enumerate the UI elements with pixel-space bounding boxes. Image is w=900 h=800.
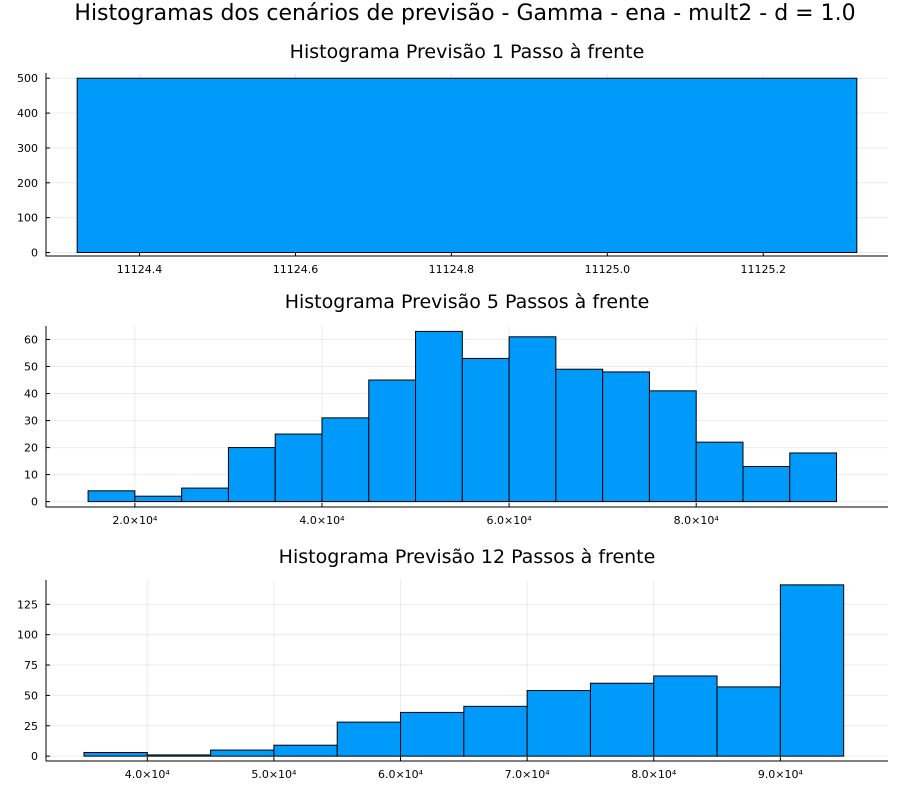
x-tick-labels: 2.0×10⁴ 4.0×10⁴ 6.0×10⁴ 8.0×10⁴ [112, 503, 719, 527]
y-tick-label: 60 [24, 334, 38, 347]
figure-title: Histogramas dos cenários de previsão - G… [74, 1, 856, 26]
y-tick-label: 25 [24, 720, 38, 733]
histogram-bar [463, 705, 528, 757]
panel-forecast-5-steps: Histograma Previsão 5 Passos à frente 2.0… [24, 291, 888, 527]
histogram-bar [742, 465, 791, 503]
histogram-bars [87, 330, 838, 503]
y-tick-label: 125 [17, 598, 38, 611]
histogram-bar [368, 379, 417, 503]
panel-title: Histograma Previsão 1 Passo à frente [290, 41, 645, 63]
histogram-bar [336, 721, 402, 757]
y-tick-label: 0 [31, 247, 38, 260]
histogram-bar [779, 584, 845, 757]
y-tick-label: 200 [17, 177, 38, 190]
x-tick-label: 11125.2 [741, 263, 787, 276]
y-tick-label: 50 [24, 689, 38, 702]
y-tick-labels: 0 10 20 30 40 50 60 [24, 334, 50, 509]
histogram-bar [653, 675, 718, 757]
x-tick-labels: 11124.4 11124.6 11124.8 11125.0 11125.2 [117, 252, 786, 276]
x-tick-label: 9.0×10⁴ [758, 768, 804, 781]
histogram-bar [134, 495, 183, 503]
histogram-bar [415, 330, 463, 503]
panel-forecast-12-steps: Histograma Previsão 12 Passos à frente 4.… [17, 546, 888, 781]
y-tick-label: 500 [17, 72, 38, 85]
x-tick-label: 11125.0 [585, 263, 631, 276]
histogram-bar [526, 690, 591, 757]
y-tick-label: 400 [17, 107, 38, 120]
panel-title: Histograma Previsão 12 Passos à frente [279, 546, 656, 568]
axis-spines [45, 326, 888, 508]
histogram-bar [602, 371, 650, 503]
y-tick-label: 0 [31, 496, 38, 509]
histogram-bar [83, 751, 148, 757]
histogram-bar [227, 447, 276, 503]
histogram-bar [400, 711, 465, 757]
histogram-bar [461, 357, 510, 503]
y-tick-label: 20 [24, 442, 38, 455]
x-tick-label: 6.0×10⁴ [378, 768, 424, 781]
y-tick-label: 40 [24, 388, 38, 401]
histogram-bar [273, 744, 338, 757]
y-tick-label: 30 [24, 415, 38, 428]
x-tick-label: 4.0×10⁴ [299, 514, 345, 527]
histogram-bar [695, 441, 744, 503]
x-tick-label: 11124.4 [117, 263, 163, 276]
y-tick-label: 10 [24, 469, 38, 482]
histogram-bar [789, 452, 838, 503]
y-tick-label: 50 [24, 361, 38, 374]
histogram-bar [181, 487, 229, 503]
panel-forecast-1-step: Histograma Previsão 1 Passo à frente 1112… [17, 41, 888, 276]
histogram-bar [555, 368, 604, 503]
x-tick-label: 5.0×10⁴ [251, 768, 297, 781]
x-tick-label: 6.0×10⁴ [487, 514, 533, 527]
y-tick-label: 75 [24, 659, 38, 672]
x-tick-label: 11124.6 [273, 263, 319, 276]
x-tick-label: 4.0×10⁴ [125, 768, 171, 781]
y-tick-label: 100 [17, 212, 38, 225]
histogram-bar [716, 686, 781, 757]
y-tick-labels: 0 25 50 75 100 125 [17, 598, 50, 763]
histogram-bar [146, 754, 212, 757]
y-tick-labels: 0 100 200 300 400 500 [17, 72, 50, 260]
x-tick-labels: 4.0×10⁴ 5.0×10⁴ 6.0×10⁴ 7.0×10⁴ 8.0×10⁴ 9.0×1… [125, 757, 804, 781]
x-tick-label: 7.0×10⁴ [505, 768, 551, 781]
y-tick-label: 0 [31, 750, 38, 763]
x-tick-label: 8.0×10⁴ [631, 768, 677, 781]
histogram-bar [321, 417, 370, 503]
histogram-bar [87, 490, 136, 503]
histogram-bar [76, 77, 858, 254]
histogram-bar [210, 749, 275, 757]
x-tick-label: 8.0×10⁴ [674, 514, 720, 527]
histogram-bar [274, 433, 323, 503]
histogram-bar [508, 336, 557, 503]
panel-title: Histograma Previsão 5 Passos à frente [285, 291, 650, 313]
histogram-bar [648, 390, 697, 503]
axis-spines [45, 580, 888, 762]
x-tick-label: 11124.8 [429, 263, 475, 276]
histogram-bar [589, 682, 655, 757]
histogram-bars [83, 584, 845, 757]
y-tick-label: 100 [17, 629, 38, 642]
y-tick-label: 300 [17, 142, 38, 155]
x-tick-label: 2.0×10⁴ [112, 514, 158, 527]
histogram-bars [76, 77, 858, 254]
